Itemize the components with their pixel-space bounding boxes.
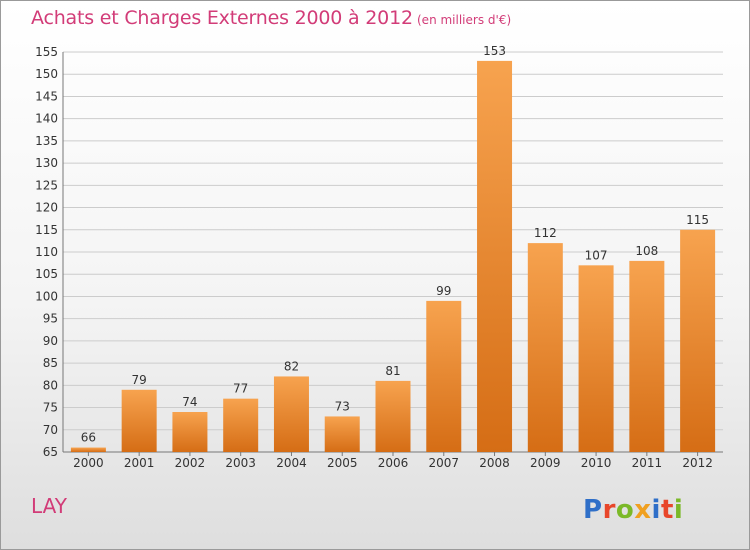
x-tick-label: 2000 xyxy=(73,456,104,470)
y-tick-label: 80 xyxy=(43,378,58,392)
data-label: 74 xyxy=(182,395,197,409)
data-label: 73 xyxy=(335,399,350,413)
bar xyxy=(375,380,411,452)
y-tick-label: 135 xyxy=(35,134,58,148)
bar xyxy=(680,229,716,452)
x-tick-label: 2003 xyxy=(225,456,256,470)
y-tick-label: 100 xyxy=(35,289,58,303)
x-tick-label: 2009 xyxy=(530,456,561,470)
y-tick-label: 150 xyxy=(35,67,58,81)
bar xyxy=(578,265,614,452)
bar xyxy=(70,447,106,452)
x-tick-label: 2008 xyxy=(479,456,510,470)
y-tick-label: 130 xyxy=(35,156,58,170)
svg-text:Proxiti: Proxiti xyxy=(583,495,683,525)
x-tick-label: 2004 xyxy=(276,456,307,470)
y-tick-label: 65 xyxy=(43,445,58,459)
data-label: 108 xyxy=(635,244,658,258)
bars xyxy=(70,60,716,453)
commune-label: LAY xyxy=(31,494,67,518)
x-tick-label: 2002 xyxy=(175,456,206,470)
bar xyxy=(629,260,665,452)
x-tick-label: 2010 xyxy=(581,456,612,470)
data-label: 153 xyxy=(483,44,506,58)
bar xyxy=(477,60,513,453)
data-label: 66 xyxy=(81,431,96,445)
data-label: 112 xyxy=(534,226,557,240)
data-label: 79 xyxy=(132,373,147,387)
data-label: 81 xyxy=(385,364,400,378)
y-tick-label: 105 xyxy=(35,267,58,281)
y-tick-label: 115 xyxy=(35,223,58,237)
data-labels: 66 79 74 77 82 73 81 99 153 112 107 108 115 xyxy=(81,44,709,445)
axes: 65 70 75 80 85 90 95 100 105 110 115 120 125 130 135 14… xyxy=(35,45,723,470)
bar xyxy=(324,416,360,452)
data-label: 107 xyxy=(585,248,608,262)
y-tick-label: 75 xyxy=(43,401,58,415)
y-tick-label: 70 xyxy=(43,423,58,437)
y-tick-label: 140 xyxy=(35,112,58,126)
x-tick-label: 2011 xyxy=(632,456,663,470)
bar xyxy=(172,412,208,452)
bar xyxy=(426,300,462,452)
bar xyxy=(223,398,259,452)
x-tick-label: 2012 xyxy=(682,456,713,470)
proxiti-logo: Proxiti xyxy=(583,495,683,525)
y-tick-label: 125 xyxy=(35,178,58,192)
data-label: 99 xyxy=(436,284,451,298)
y-tick-label: 145 xyxy=(35,89,58,103)
bar xyxy=(527,243,563,452)
y-tick-label: 120 xyxy=(35,201,58,215)
bar xyxy=(273,376,309,452)
x-tick-label: 2006 xyxy=(378,456,409,470)
y-tick-label: 85 xyxy=(43,356,58,370)
x-tick-label: 2007 xyxy=(428,456,459,470)
x-tick-label: 2001 xyxy=(124,456,155,470)
y-tick-label: 90 xyxy=(43,334,58,348)
y-tick-label: 95 xyxy=(43,312,58,326)
data-label: 115 xyxy=(686,213,709,227)
data-label: 82 xyxy=(284,359,299,373)
data-label: 77 xyxy=(233,382,248,396)
chart-title: Achats et Charges Externes 2000 à 2012 xyxy=(31,7,413,29)
x-tick-label: 2005 xyxy=(327,456,358,470)
y-tick-label: 155 xyxy=(35,45,58,59)
chart-subtitle: (en milliers d'€) xyxy=(417,13,512,27)
y-tick-label: 110 xyxy=(35,245,58,259)
bar xyxy=(121,389,157,452)
